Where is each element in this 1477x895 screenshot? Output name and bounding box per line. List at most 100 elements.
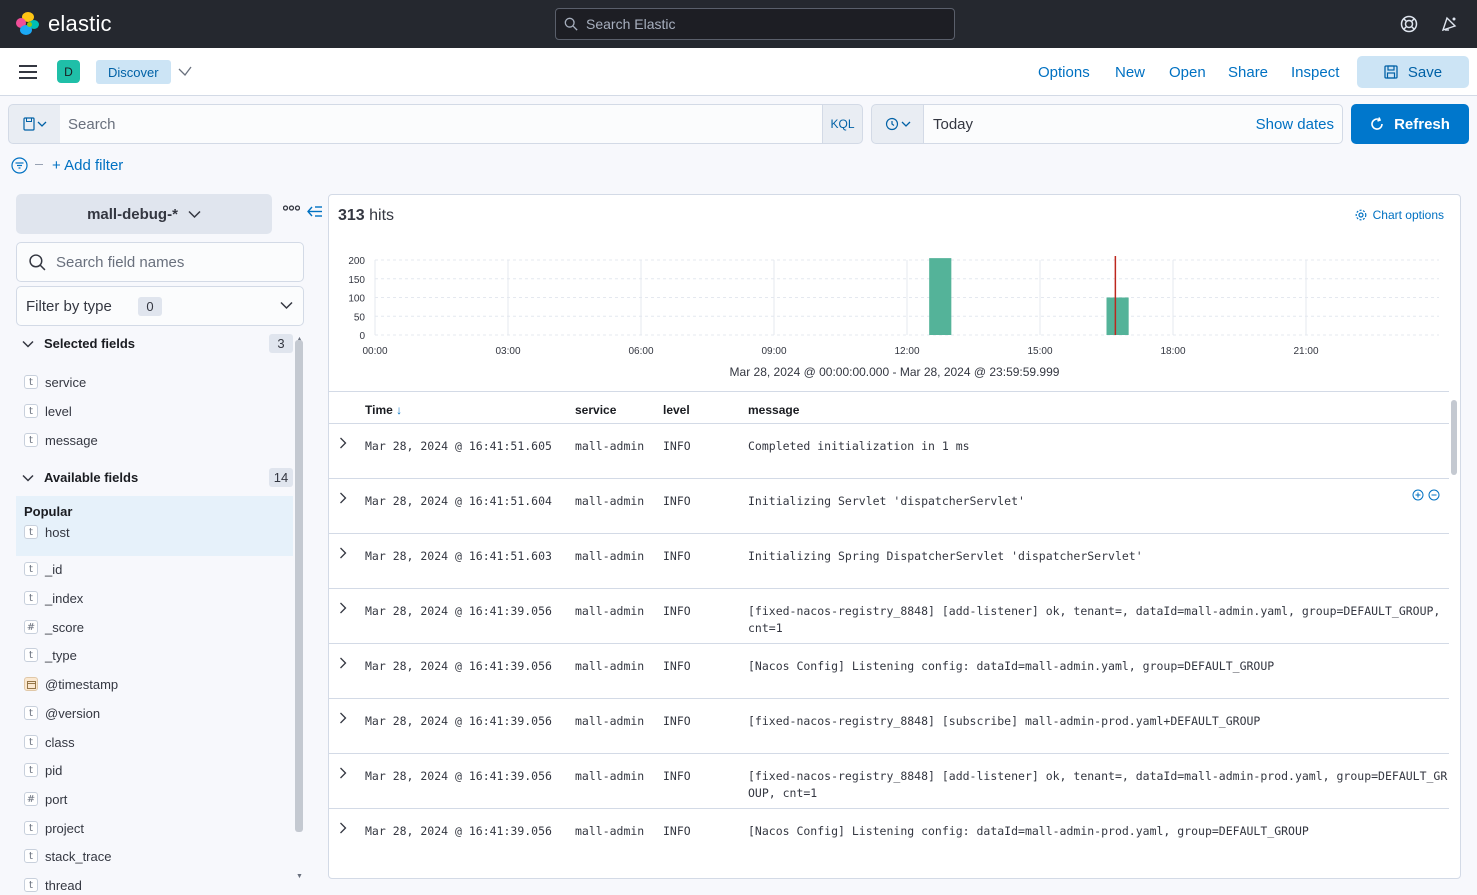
- field-item[interactable]: t host: [24, 522, 70, 542]
- table-row[interactable]: Mar 28, 2024 @ 16:41:39.056 mall-admin INF…: [329, 808, 1449, 863]
- popular-fields-group: [16, 496, 293, 556]
- show-dates-link[interactable]: Show dates: [1255, 116, 1334, 133]
- share-link[interactable]: Share: [1228, 64, 1269, 81]
- string-type-icon: t: [24, 562, 38, 576]
- table-row[interactable]: Mar 28, 2024 @ 16:41:39.056 mall-admin INF…: [329, 698, 1449, 753]
- field-name: port: [45, 791, 68, 807]
- field-name: @timestamp: [45, 676, 119, 692]
- sidebar-scrollbar[interactable]: [295, 340, 303, 832]
- refresh-icon: [1371, 117, 1383, 130]
- table-scrollbar[interactable]: [1451, 400, 1457, 475]
- column-header-service[interactable]: service: [575, 403, 617, 417]
- string-type-icon: t: [24, 404, 38, 418]
- column-header-level[interactable]: level: [663, 403, 690, 417]
- field-item[interactable]: t @version: [24, 703, 100, 723]
- sort-desc-icon[interactable]: ↓: [396, 403, 403, 417]
- field-item[interactable]: t _index: [24, 588, 83, 608]
- quick-time-button[interactable]: [871, 104, 924, 144]
- field-item[interactable]: t _type: [24, 645, 77, 665]
- cell-time: Mar 28, 2024 @ 16:41:51.605: [365, 439, 552, 453]
- expand-row-icon[interactable]: [339, 492, 347, 504]
- field-item[interactable]: t message: [24, 430, 98, 450]
- chart-options-button[interactable]: Chart options: [1355, 208, 1444, 222]
- inspect-link[interactable]: Inspect: [1291, 64, 1340, 81]
- x-tick-label: 06:00: [628, 346, 653, 357]
- filter-for-value-icon[interactable]: [1412, 489, 1424, 501]
- field-item[interactable]: @timestamp: [24, 674, 118, 694]
- table-row[interactable]: Mar 28, 2024 @ 16:41:51.603 mall-admin INF…: [329, 533, 1449, 588]
- chevron-down-icon: [188, 210, 201, 218]
- cell-message: Completed initialization in 1 ms: [748, 439, 970, 453]
- field-item[interactable]: t project: [24, 818, 84, 838]
- expand-row-icon[interactable]: [339, 547, 347, 559]
- query-search[interactable]: [60, 104, 823, 144]
- open-link[interactable]: Open: [1169, 64, 1206, 81]
- table-row[interactable]: Mar 28, 2024 @ 16:41:51.604 mall-admin INF…: [329, 478, 1449, 533]
- space-avatar[interactable]: D: [57, 60, 80, 83]
- field-item[interactable]: t _id: [24, 559, 62, 579]
- filter-out-value-icon[interactable]: [1428, 489, 1440, 501]
- table-row[interactable]: Mar 28, 2024 @ 16:41:39.056 mall-admin INF…: [329, 753, 1449, 808]
- field-item[interactable]: t level: [24, 401, 72, 421]
- expand-row-icon[interactable]: [339, 712, 347, 724]
- x-tick-label: 00:00: [362, 346, 387, 357]
- new-link[interactable]: New: [1115, 64, 1146, 81]
- field-name: project: [45, 820, 85, 836]
- refresh-button[interactable]: Refresh: [1351, 104, 1469, 144]
- cell-service: mall-admin: [575, 714, 645, 728]
- cell-level: INFO: [663, 549, 691, 563]
- expand-row-icon[interactable]: [339, 657, 347, 669]
- expand-row-icon[interactable]: [339, 602, 347, 614]
- selected-fields-toggle[interactable]: Selected fields: [22, 336, 135, 351]
- field-item[interactable]: t thread: [24, 875, 82, 895]
- saved-query-button[interactable]: [8, 104, 61, 144]
- field-item[interactable]: t pid: [24, 760, 62, 780]
- field-search-input[interactable]: [56, 253, 296, 271]
- field-item[interactable]: t class: [24, 732, 75, 752]
- filter-by-type-dropdown[interactable]: Filter by type 0: [16, 286, 304, 326]
- expand-row-icon[interactable]: [339, 437, 347, 449]
- hits-counter: 313 hits: [338, 207, 394, 225]
- add-filter-link[interactable]: + Add filter: [52, 157, 124, 174]
- collapse-sidebar-icon[interactable]: [307, 205, 323, 218]
- scroll-down-arrow[interactable]: ▼: [296, 873, 303, 880]
- menu-toggle-icon[interactable]: [19, 65, 37, 79]
- table-row[interactable]: Mar 28, 2024 @ 16:41:39.056 mall-admin INF…: [329, 588, 1449, 643]
- help-icon[interactable]: [1399, 14, 1419, 34]
- more-options-icon[interactable]: [283, 205, 300, 211]
- filter-menu-icon[interactable]: [11, 157, 28, 174]
- expand-row-icon[interactable]: [339, 822, 347, 834]
- field-search[interactable]: [16, 242, 304, 282]
- filter-by-type-label: Filter by type: [26, 298, 112, 315]
- breadcrumb[interactable]: Discover: [96, 60, 171, 84]
- histogram-chart[interactable]: 200 150 100 50 0 00:00 03:00 06:00 09:00 12:00 15:…: [329, 240, 1460, 365]
- elastic-logo[interactable]: elastic: [16, 11, 112, 37]
- save-button[interactable]: Save: [1357, 56, 1469, 88]
- column-time-label: Time: [365, 403, 393, 417]
- options-link[interactable]: Options: [1038, 64, 1090, 81]
- field-item[interactable]: t stack_trace: [24, 846, 111, 866]
- x-tick-label: 21:00: [1293, 346, 1318, 357]
- field-item[interactable]: # port: [24, 789, 67, 809]
- query-input[interactable]: [68, 115, 768, 133]
- global-header: elastic: [0, 0, 1477, 48]
- field-item[interactable]: # _score: [24, 617, 84, 637]
- column-header-time[interactable]: Time ↓: [365, 403, 402, 417]
- table-row[interactable]: Mar 28, 2024 @ 16:41:39.056 mall-admin INF…: [329, 643, 1449, 698]
- field-name: host: [45, 524, 70, 540]
- field-item[interactable]: t service: [24, 372, 86, 392]
- time-range-field[interactable]: Today Show dates: [923, 104, 1343, 144]
- global-search[interactable]: [555, 8, 955, 40]
- app-bar: D Discover Options New Open Share Inspec…: [0, 48, 1477, 96]
- scroll-up-arrow[interactable]: ▲: [296, 336, 303, 343]
- index-pattern-picker[interactable]: mall-debug-*: [16, 194, 272, 234]
- newsfeed-icon[interactable]: [1439, 14, 1459, 34]
- expand-row-icon[interactable]: [339, 767, 347, 779]
- query-language-button[interactable]: KQL: [822, 104, 863, 144]
- table-row[interactable]: Mar 28, 2024 @ 16:41:51.605 mall-admin INF…: [329, 423, 1449, 478]
- histogram-bar: [1106, 297, 1129, 335]
- global-search-input[interactable]: [586, 16, 946, 32]
- column-header-message[interactable]: message: [748, 403, 800, 417]
- available-fields-toggle[interactable]: Available fields: [22, 470, 138, 485]
- string-type-icon: t: [24, 706, 38, 720]
